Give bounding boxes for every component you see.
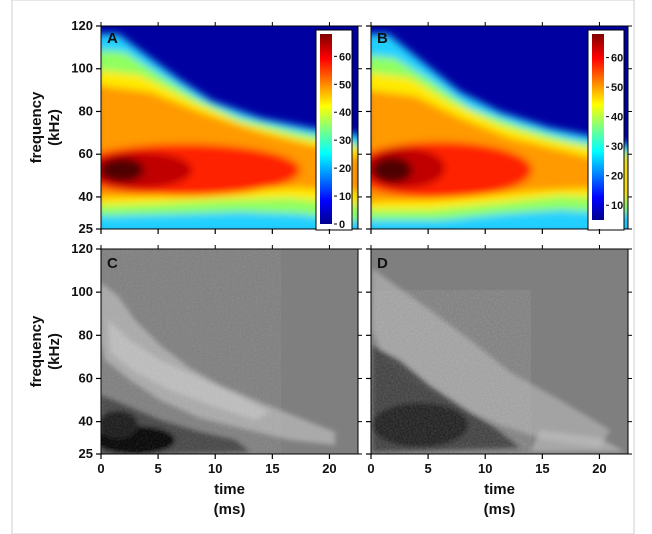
panel-a-ytick-label: 40: [79, 189, 93, 204]
panel-c-ylabel-line: frequency: [28, 315, 45, 387]
panel-a-colorbar-label: 40: [339, 107, 351, 119]
panel-c-xtick-label: 0: [97, 461, 104, 476]
panel-a-heatmap: [101, 26, 358, 229]
panel-d-xlabel-line: (ms): [484, 501, 516, 518]
panel-b-colorbar-label: 20: [611, 171, 623, 183]
panel-c-xlabel-line: time: [214, 481, 245, 498]
panel-b: B: [370, 25, 629, 231]
panel-c-ylabel-line: (kHz): [46, 333, 63, 370]
panel-a-label: A: [107, 30, 118, 47]
panel-c-ytick-label: 25: [79, 446, 93, 461]
panel-d: D: [370, 248, 629, 455]
panel-a-ytick-label: 60: [79, 146, 93, 161]
panel-c-ytick-label: 60: [79, 370, 93, 385]
panel-b-colorbar-label: 60: [611, 53, 623, 65]
panel-c-ytick-label: 80: [79, 327, 93, 342]
panel-a-ytick-label: 80: [79, 103, 93, 118]
panel-c-xtick-label: 10: [208, 461, 222, 476]
panel-c-xtick-label: 20: [322, 461, 336, 476]
panel-d-heatmap: [371, 249, 628, 454]
panel-a-ylabel-line: frequency: [28, 91, 45, 163]
panel-a-ylabel-line: (kHz): [46, 109, 63, 146]
panel-c-xtick-label: 5: [154, 461, 161, 476]
panel-b-heatmap: [371, 26, 628, 229]
panel-d-xtick-label: 5: [424, 461, 431, 476]
panel-a-colorbar-label: 20: [339, 163, 351, 175]
panel-a-colorbar: [315, 29, 353, 231]
panel-a-colorbar-label: 10: [339, 191, 351, 203]
panel-a-colorbar-label: 0: [339, 219, 345, 231]
panel-a-colorbar-label: 60: [339, 51, 351, 63]
panel-d-xlabel-line: time: [484, 481, 515, 498]
panel-c-ytick-label: 100: [71, 284, 93, 299]
panel-a-ylabel: frequency (kHz): [28, 91, 63, 163]
panel-b-label: B: [377, 30, 388, 47]
panel-c-heatmap: [101, 249, 358, 454]
panel-b-colorbar-label: 30: [611, 141, 623, 153]
panel-c-xlabel-line: (ms): [214, 501, 246, 518]
panel-d-xtick-label: 15: [535, 461, 549, 476]
panel-c: C: [100, 248, 359, 455]
panel-a-ytick-label: 100: [71, 61, 93, 76]
panel-b-peak: [372, 157, 412, 183]
panel-b-colorbar-label: 50: [611, 82, 623, 94]
panel-d-xtick-label: 0: [367, 461, 374, 476]
panel-d-xtick-label: 10: [478, 461, 492, 476]
panel-b-colorbar-label: 40: [611, 112, 623, 124]
panel-a-colorbar-label: 50: [339, 79, 351, 91]
panel-a: A: [100, 25, 359, 231]
panel-a-colorbar-label: 30: [339, 135, 351, 147]
panel-a-peak: [101, 158, 144, 182]
panel-a-ytick-label: 25: [79, 221, 93, 236]
panel-b-colorbar: [587, 29, 625, 231]
panel-b-colorbar-label: 10: [611, 200, 623, 212]
panel-a-ytick-label: 120: [71, 18, 93, 33]
panel-c-ytick-label: 40: [79, 414, 93, 429]
panel-d-xtick-label: 20: [592, 461, 606, 476]
panel-c-ylabel: frequency (kHz): [28, 315, 63, 387]
panel-d-label: D: [377, 255, 388, 272]
panel-c-ytick-label: 120: [71, 241, 93, 256]
panel-c-label: C: [107, 255, 118, 272]
panel-c-xtick-label: 15: [265, 461, 279, 476]
